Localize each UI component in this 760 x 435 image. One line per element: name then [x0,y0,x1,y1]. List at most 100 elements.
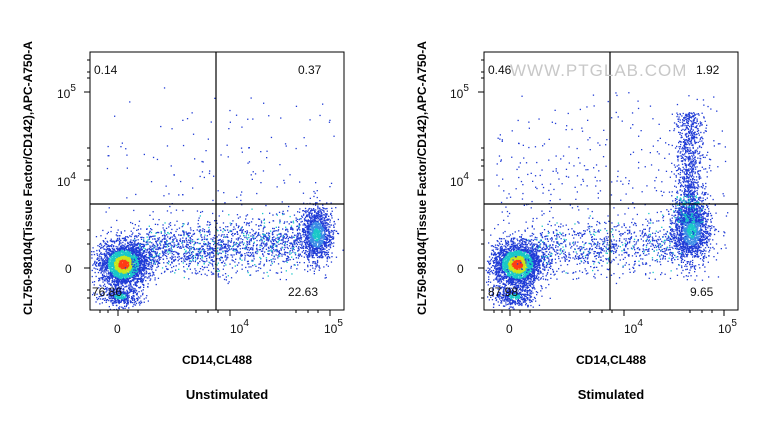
event-point [119,262,121,264]
event-point [128,261,130,263]
event-point [171,236,173,238]
event-point [332,236,335,238]
event-point [287,247,289,250]
event-point [122,265,124,267]
event-point [273,227,275,230]
event-point [209,221,211,224]
event-point [281,243,283,245]
event-point [285,237,287,240]
event-point [104,278,106,280]
event-point [199,252,202,254]
event-point [239,248,241,250]
event-point [110,238,112,240]
event-point [120,282,122,284]
event-point [289,250,291,252]
event-point [106,286,108,289]
event-point [272,220,274,222]
event-point [148,263,150,265]
event-point [167,251,169,253]
event-point [127,241,129,243]
event-point [147,286,149,288]
event-point [278,239,280,242]
event-point [235,253,238,255]
event-point [112,241,114,243]
event-point [115,271,117,274]
event-point [117,267,119,269]
event-point [253,235,255,237]
event-point [207,243,209,245]
event-point [120,280,123,282]
event-point [121,266,123,268]
event-point [213,255,215,257]
event-point [109,269,111,271]
event-point [112,276,114,278]
event-point [318,252,320,254]
event-point [123,262,125,264]
event-point [329,257,331,259]
event-point [186,268,188,270]
event-point [298,228,300,230]
event-point [196,258,198,260]
event-point [206,260,208,262]
event-point [118,237,120,239]
event-point [120,267,123,269]
event-point [127,245,129,247]
event-point [146,259,148,261]
event-point [178,256,180,258]
event-point [155,269,157,271]
event-point [302,240,304,243]
event-point [125,245,128,248]
event-point [171,261,173,263]
event-point [116,239,119,241]
event-point [224,273,227,275]
event-point [138,281,140,283]
event-point [121,269,123,271]
event-point [153,260,155,262]
event-point [163,234,166,237]
event-point [255,248,258,250]
event-point [132,250,134,252]
event-point [124,238,126,240]
event-point [296,234,298,236]
event-point [98,245,101,248]
event-point [138,248,141,251]
event-point [100,261,102,264]
event-point [247,263,249,265]
event-point [331,207,333,209]
event-point [131,274,133,276]
event-point [123,257,125,259]
event-point [104,257,106,259]
event-point [258,225,260,227]
event-point [139,250,141,252]
event-point [154,263,156,265]
event-point [230,224,232,226]
event-point [299,243,301,245]
event-point [143,268,145,271]
event-point [149,252,152,254]
event-point [146,240,148,242]
event-point [124,276,127,278]
event-point [136,236,138,238]
event-point [116,252,118,254]
event-point [126,267,128,269]
event-point [309,197,311,199]
event-point [202,269,204,271]
event-point [104,276,107,278]
event-point [313,190,315,193]
event-point [124,257,127,259]
event-point [147,256,149,259]
event-point [277,272,279,274]
event-point [202,260,204,262]
event-point [166,239,168,242]
event-point [191,257,193,259]
event-point [119,241,121,243]
event-point [278,236,280,239]
event-point [109,272,111,275]
event-point [149,272,151,274]
event-point [107,270,109,272]
event-point [234,244,236,246]
event-point [134,271,136,274]
event-point [143,240,145,243]
event-point [227,226,229,228]
event-point [96,249,98,252]
